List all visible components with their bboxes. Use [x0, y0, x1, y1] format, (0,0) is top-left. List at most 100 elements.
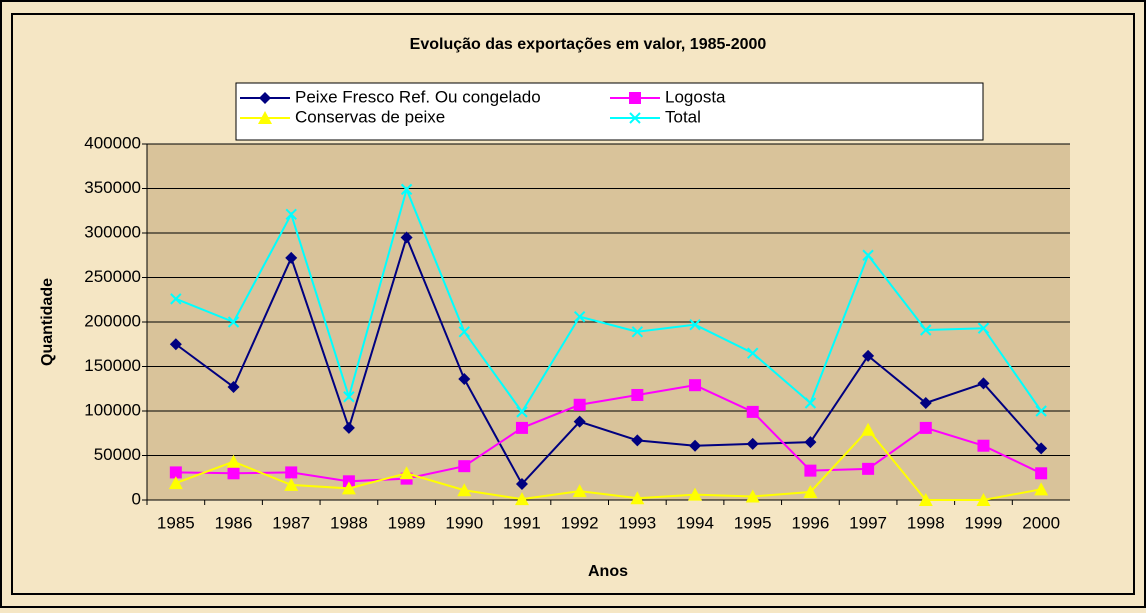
marker — [629, 92, 641, 104]
chart-title: Evolução das exportações em valor, 1985-… — [410, 36, 767, 53]
marker — [920, 324, 932, 336]
marker — [746, 437, 759, 450]
marker — [919, 396, 932, 409]
y-tick-label: 100000 — [84, 400, 141, 419]
marker — [976, 493, 991, 506]
x-tick-label: 1991 — [503, 513, 541, 532]
marker — [629, 112, 641, 124]
marker — [169, 338, 182, 351]
x-tick-label: 1985 — [157, 513, 195, 532]
marker — [861, 422, 876, 436]
y-axis-label: Quantidade — [39, 278, 56, 366]
marker — [977, 322, 990, 334]
marker — [1034, 482, 1049, 496]
series-line — [175, 384, 1042, 483]
chart-frame — [11, 13, 1135, 595]
series-line — [175, 234, 1042, 486]
x-tick-label: 1986 — [215, 513, 253, 532]
legend-label: Peixe Fresco Ref. Ou congelado — [295, 87, 541, 106]
marker — [226, 454, 241, 468]
y-tick-label: 250000 — [84, 267, 141, 286]
marker — [285, 208, 297, 221]
marker — [514, 492, 529, 506]
x-tick-label: 1989 — [388, 513, 426, 532]
y-tick-label: 150000 — [84, 356, 141, 375]
marker — [285, 251, 298, 264]
marker — [1035, 405, 1047, 417]
marker — [573, 398, 586, 411]
marker — [284, 477, 299, 491]
marker — [457, 483, 472, 497]
marker — [458, 372, 471, 385]
marker — [515, 421, 528, 434]
marker — [746, 405, 759, 418]
marker — [747, 347, 759, 359]
marker — [918, 493, 933, 506]
marker — [862, 462, 875, 475]
marker — [631, 434, 644, 447]
marker — [689, 318, 701, 331]
y-tick-label: 0 — [132, 489, 141, 508]
marker — [630, 491, 645, 505]
x-tick-label: 1990 — [445, 513, 483, 532]
marker — [804, 397, 817, 409]
x-tick-label: 1996 — [791, 513, 829, 532]
x-axis-label: Anos — [588, 563, 628, 580]
y-tick-label: 300000 — [84, 222, 141, 241]
marker — [515, 477, 528, 490]
marker — [804, 436, 817, 449]
marker — [169, 466, 182, 479]
marker — [258, 111, 272, 124]
x-tick-label: 1994 — [676, 513, 714, 532]
marker — [227, 467, 240, 480]
marker — [259, 92, 271, 104]
marker — [399, 466, 414, 480]
marker — [977, 439, 990, 452]
x-tick-label: 1995 — [734, 513, 772, 532]
marker — [804, 464, 817, 477]
legend-label: Logosta — [665, 87, 726, 106]
y-tick-label: 350000 — [84, 178, 141, 197]
legend-label: Conservas de peixe — [295, 107, 445, 126]
x-tick-label: 2000 — [1022, 513, 1060, 532]
marker — [572, 484, 587, 498]
marker — [227, 380, 240, 393]
marker — [573, 310, 586, 323]
marker — [631, 326, 644, 338]
marker — [285, 466, 298, 479]
series-line — [175, 186, 1042, 414]
x-tick-label: 1987 — [272, 513, 310, 532]
legend — [235, 82, 984, 141]
marker — [458, 326, 470, 338]
x-tick-label: 1993 — [618, 513, 656, 532]
marker — [745, 489, 760, 503]
marker — [458, 460, 471, 473]
x-tick-label: 1999 — [965, 513, 1003, 532]
marker — [689, 379, 702, 392]
marker — [862, 249, 874, 261]
marker — [516, 406, 528, 418]
marker — [862, 349, 875, 362]
marker — [573, 415, 586, 428]
marker — [1035, 442, 1048, 455]
marker — [689, 439, 702, 452]
marker — [977, 377, 990, 390]
marker — [342, 475, 355, 488]
marker — [343, 391, 355, 403]
x-tick-label: 1992 — [561, 513, 599, 532]
x-tick-label: 1997 — [849, 513, 887, 532]
y-tick-label: 200000 — [84, 311, 141, 330]
legend-label: Total — [665, 107, 701, 126]
marker — [342, 421, 355, 434]
marker — [227, 316, 240, 328]
marker — [168, 476, 183, 490]
marker — [341, 481, 356, 495]
marker — [400, 183, 413, 196]
marker — [170, 293, 182, 305]
marker — [400, 231, 413, 244]
series-line — [175, 428, 1042, 501]
marker — [919, 421, 932, 434]
marker — [803, 484, 818, 498]
